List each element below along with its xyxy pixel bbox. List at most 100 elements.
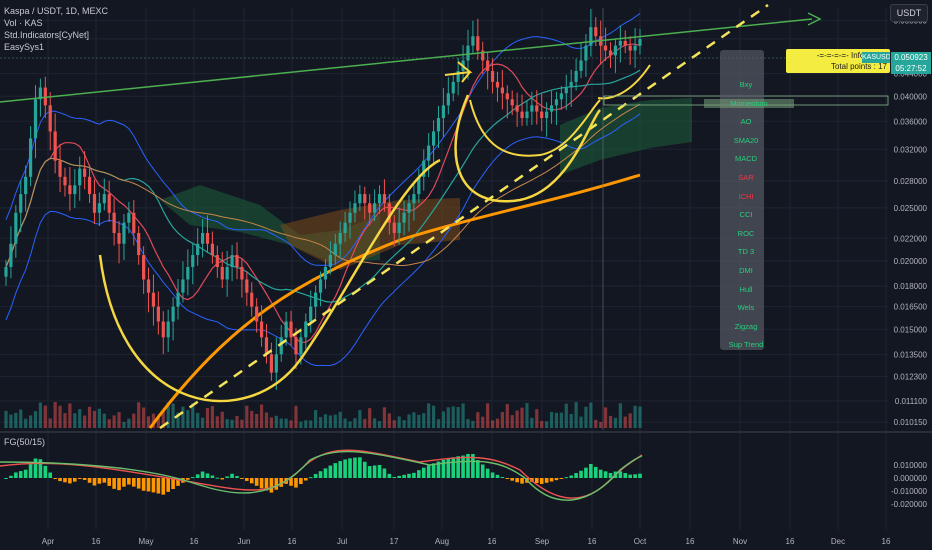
candle-body [618,40,622,46]
volume-bar [43,405,47,428]
volume-bar [196,412,200,428]
candle-body [554,99,559,106]
candle-body [137,232,141,256]
candle-body [481,50,485,61]
candle-body [284,321,288,338]
candle-body [417,176,421,195]
oscillator-label[interactable]: FG(50/15) [4,437,46,447]
volume-bar [446,407,450,428]
osc-bar [579,470,583,478]
breakout-arrow [444,61,473,83]
volume-bar [333,414,337,428]
osc-bar [358,457,362,478]
indicator-item[interactable]: SAR [738,173,754,182]
x-tick-label: 16 [588,537,597,546]
indicator-panel: Bxy Momentum AO SMA20 MACD SAR ICHI CCI ROC TD 3 D… [704,50,794,350]
volume-bar [117,412,121,428]
osc-bar [397,475,401,478]
osc-bar [205,473,210,478]
volume-bar [19,409,23,428]
candle-body [92,194,97,213]
candle-body [490,70,495,82]
volume-bar [368,408,372,428]
osc-bar [441,459,446,478]
x-tick-label: Sep [535,537,550,546]
indicator-item[interactable]: SMA20 [733,135,759,145]
volume-bar [230,419,234,428]
indicator-item[interactable]: AO [740,117,752,127]
osc-bar [421,467,426,478]
candle-body [323,266,328,280]
candle-body [269,354,273,373]
indicator-item[interactable]: Sup Trend [728,340,764,350]
indicator-item[interactable]: ROC [737,228,755,238]
indicator-item[interactable]: DMI [739,266,753,275]
currency-button[interactable]: USDT [890,4,928,22]
candle-body [505,93,509,100]
osc-bar [141,478,146,491]
osc-bar [436,461,441,478]
x-tick-label: Jun [238,537,251,546]
volume-bar [264,412,269,428]
osc-bar [598,469,603,478]
indicator-item[interactable]: ICHI [738,191,754,201]
candle-body [220,266,224,280]
candle-body [122,222,126,244]
volume-bar [569,413,573,428]
indicator-item[interactable]: Zigzag [734,321,758,331]
osc-bar [215,477,220,479]
system-legend[interactable]: EasySys1 [4,42,45,52]
candle-body [181,279,185,293]
volume-bar [373,418,377,428]
osc-bar [500,476,505,478]
volume-bar [431,405,436,428]
volume-bar [628,413,632,428]
candle-body [382,194,387,204]
volume-bar [225,419,229,428]
volume-legend[interactable]: Vol · KAS [4,18,43,28]
candle-body [431,131,436,146]
ma-slow [5,103,641,268]
indicator-item[interactable]: TD 3 [737,247,755,257]
candle-body [166,321,170,338]
x-tick-label: 16 [288,537,297,546]
volume-bar [156,417,160,428]
indicator-item[interactable]: Momentum [704,98,794,108]
osc-bar [456,456,460,478]
indicator-legend[interactable]: Std.Indicators[CyNet] [4,30,90,40]
volume-bar [559,412,563,428]
y-tick-label: 0.028000 [894,177,928,186]
candle-body [210,243,215,256]
indicator-item[interactable]: CCI [739,210,753,220]
candle-body [589,27,593,46]
indicator-item[interactable]: Bxy [739,80,753,89]
candle-body [348,212,352,223]
osc-bar [186,478,190,480]
indicator-item[interactable]: Wels [737,303,755,313]
osc-bar [539,478,544,485]
osc-bar [299,478,303,484]
volume-bar [412,412,416,428]
volume-bar [392,420,396,428]
candle-body [407,203,411,213]
indicator-item[interactable]: MACD [734,154,758,164]
candle-body [186,266,190,280]
volume-bars [4,402,642,428]
candle-body [127,212,131,223]
osc-bar [333,463,338,478]
candle-body [441,105,446,119]
volume-bar [441,411,446,428]
candle-body [422,160,426,177]
volume-bar [112,415,116,428]
y-tick-label: 0.020000 [894,257,928,266]
osc-bar [559,478,564,479]
candle-body [495,81,500,88]
y-tick-label: 0.016500 [894,303,928,312]
osc-bar [102,478,107,483]
osc-bar [348,458,352,478]
x-tick-label: 16 [686,537,695,546]
x-tick-label: 17 [390,537,399,546]
indicator-item[interactable]: Hull [739,284,753,294]
volume-bar [554,412,559,428]
